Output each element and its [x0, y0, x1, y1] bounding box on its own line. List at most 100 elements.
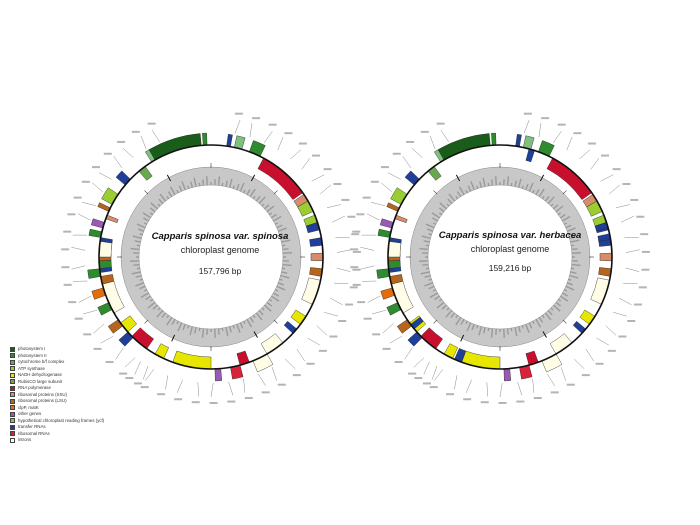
gene-block	[290, 309, 307, 325]
gene-block	[172, 350, 212, 370]
gc-content-ring	[410, 167, 590, 347]
gc-bar	[547, 310, 553, 316]
gc-bar	[532, 320, 535, 325]
gc-bar	[157, 307, 161, 311]
legend-swatch	[10, 405, 15, 411]
legend-label: RNA polymerase	[18, 385, 51, 390]
gc-bar	[455, 317, 462, 326]
gc-bar	[569, 236, 576, 240]
gc-bar	[425, 223, 435, 229]
gc-bar	[566, 282, 574, 286]
gene-leader-line	[596, 337, 609, 346]
gc-bar	[189, 326, 194, 336]
gene-leader-line	[99, 172, 112, 180]
gene-block	[202, 132, 208, 146]
gene-label-mark	[333, 183, 342, 185]
gc-bar	[271, 213, 277, 219]
gene-label-mark	[244, 397, 253, 400]
gc-bar	[432, 289, 437, 292]
gc-bar	[566, 227, 576, 232]
gc-bar	[432, 222, 437, 225]
gene-leader-line	[366, 213, 380, 221]
gc-bar	[563, 289, 568, 292]
gene-label-mark	[306, 362, 315, 365]
gene-block	[120, 315, 137, 333]
gene-label-mark	[61, 248, 70, 251]
gene-leader-line	[249, 123, 253, 138]
gc-bar	[135, 282, 145, 287]
gene-label-mark	[147, 122, 156, 125]
gc-bar	[446, 203, 450, 207]
gene-label-mark	[227, 400, 236, 403]
scale-tick	[433, 190, 438, 195]
gc-bar	[541, 314, 545, 319]
gc-bar	[279, 233, 283, 236]
gc-bar	[465, 189, 468, 194]
gene-leader-line	[83, 310, 97, 315]
gene-label-mark	[349, 286, 358, 289]
gc-bar	[246, 189, 251, 195]
gc-bar	[565, 224, 572, 229]
gene-block	[599, 252, 613, 262]
gc-bar	[273, 215, 282, 222]
gene-leader-line	[234, 119, 241, 134]
gc-bar	[135, 274, 142, 278]
gene-leader-line	[623, 283, 638, 284]
gene-leader-line	[124, 357, 136, 368]
gc-bar	[232, 185, 235, 189]
gc-bar	[202, 179, 205, 186]
gc-bar	[460, 319, 465, 325]
region-tick	[539, 174, 545, 182]
gc-bar	[428, 233, 432, 236]
gene-label-mark	[363, 317, 372, 320]
gene-leader-line	[100, 336, 114, 344]
gc-bar	[521, 325, 524, 329]
gene-block	[154, 343, 170, 359]
gc-bar	[471, 323, 475, 331]
gc-bar	[261, 307, 265, 311]
gene-leader-line	[151, 130, 160, 142]
gc-bar	[280, 274, 290, 279]
gc-bar	[438, 207, 445, 213]
gene-label-mark	[394, 361, 403, 364]
gene-label-mark	[357, 301, 366, 304]
gene-label-mark	[408, 372, 417, 375]
gc-bar	[176, 320, 179, 325]
gene-label-mark	[131, 130, 140, 133]
gene-label-mark	[191, 401, 200, 404]
gc-bar	[553, 204, 559, 210]
gc-bar	[456, 191, 462, 197]
gc-bar	[565, 285, 575, 291]
gene-block	[214, 368, 223, 382]
gc-bar	[421, 235, 431, 240]
gc-bar	[490, 328, 494, 338]
gene-leader-line	[360, 265, 375, 270]
gene-leader-line	[619, 297, 632, 306]
gene-label-mark	[622, 183, 631, 185]
gene-label-mark	[566, 383, 575, 386]
gene-leader-line	[140, 135, 147, 150]
gene-leader-line	[600, 174, 614, 182]
gene-label-mark	[68, 301, 77, 304]
gc-bar	[228, 178, 233, 188]
gene-leader-line	[411, 148, 423, 158]
legend-swatch	[10, 398, 15, 404]
gene-label-mark	[63, 230, 72, 233]
legend-swatch	[10, 385, 15, 391]
gene-label-mark	[350, 248, 359, 251]
legend-label: NADH dehydrogenase	[18, 372, 62, 377]
gc-bar	[422, 263, 429, 266]
gc-bar	[167, 191, 173, 197]
inner-circle	[138, 184, 284, 330]
gene-label-mark	[636, 215, 645, 218]
gene-leader-line	[547, 373, 555, 386]
gc-bar	[562, 292, 568, 297]
gene-leader-line	[382, 323, 394, 334]
gene-label-mark	[174, 398, 183, 401]
gene-leader-line	[320, 184, 332, 195]
legend-label: other genes	[18, 411, 42, 416]
gc-bar	[447, 198, 453, 204]
gene-block	[105, 214, 119, 224]
gc-content-ring	[121, 167, 301, 347]
gc-bar	[434, 295, 440, 301]
